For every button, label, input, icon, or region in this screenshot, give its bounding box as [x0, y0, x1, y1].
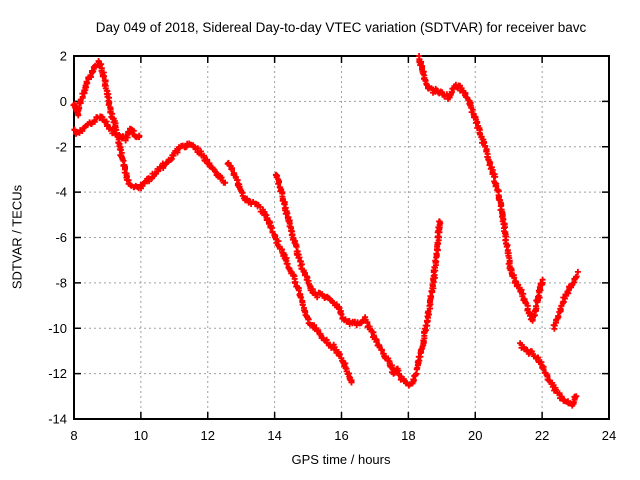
series-arc-afternoon-with-spike: [272, 171, 444, 389]
y-tick-label: -8: [55, 275, 67, 290]
y-tick-label: 0: [60, 94, 67, 109]
y-tick-label: -4: [55, 185, 67, 200]
plot-border: [73, 55, 610, 420]
chart-title: Day 049 of 2018, Sidereal Day-to-day VTE…: [95, 20, 587, 35]
y-tick-label: -6: [55, 230, 67, 245]
y-tick-label: -10: [48, 321, 67, 336]
x-tick-label: 24: [602, 428, 616, 443]
y-axis-label: SDTVAR / TECUs: [9, 184, 25, 290]
x-axis-label: GPS time / hours: [291, 452, 391, 467]
x-tick-label: 22: [535, 428, 549, 443]
x-tick-label: 20: [468, 428, 482, 443]
series-arc-evening-upper: [416, 53, 546, 324]
x-tick-label: 10: [134, 428, 148, 443]
y-tick-label: 2: [60, 49, 67, 64]
series-arc-midday: [224, 159, 355, 386]
x-tick-label: 14: [267, 428, 281, 443]
x-tick-label: 12: [201, 428, 215, 443]
y-tick-label: -12: [48, 366, 67, 381]
series-arc-late-lower: [517, 340, 580, 409]
x-tick-label: 18: [401, 428, 415, 443]
x-tick-label: 8: [70, 428, 77, 443]
y-tick-label: -14: [48, 412, 67, 427]
x-tick-label: 16: [334, 428, 348, 443]
y-tick-label: -2: [55, 139, 67, 154]
series-arc-late-rising: [550, 268, 581, 332]
series-arc-morning-lower: [71, 113, 143, 144]
